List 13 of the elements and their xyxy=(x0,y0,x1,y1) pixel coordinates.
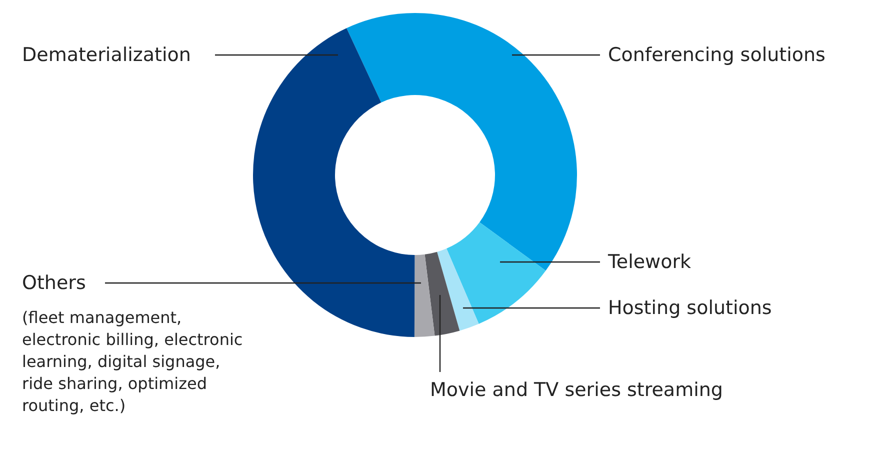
donut-slice xyxy=(414,254,435,337)
slice-label: Others xyxy=(22,272,86,294)
slice-label: Conferencing solutions xyxy=(608,44,826,66)
donut-slice xyxy=(346,13,577,271)
donut-slice xyxy=(446,222,546,324)
slice-label: Dematerialization xyxy=(22,44,191,66)
donut-slice xyxy=(424,252,460,336)
slice-label: Telework xyxy=(607,251,692,273)
donut-slice xyxy=(253,28,415,337)
text: (fleet management, electronic billing, electronic learning, digital signage, ride sharing, optimized routing, etc.) xyxy=(22,308,243,415)
slice-label: Movie and TV series streaming xyxy=(430,379,723,401)
donut-slice xyxy=(437,248,479,331)
slice-label: Hosting solutions xyxy=(608,297,772,319)
